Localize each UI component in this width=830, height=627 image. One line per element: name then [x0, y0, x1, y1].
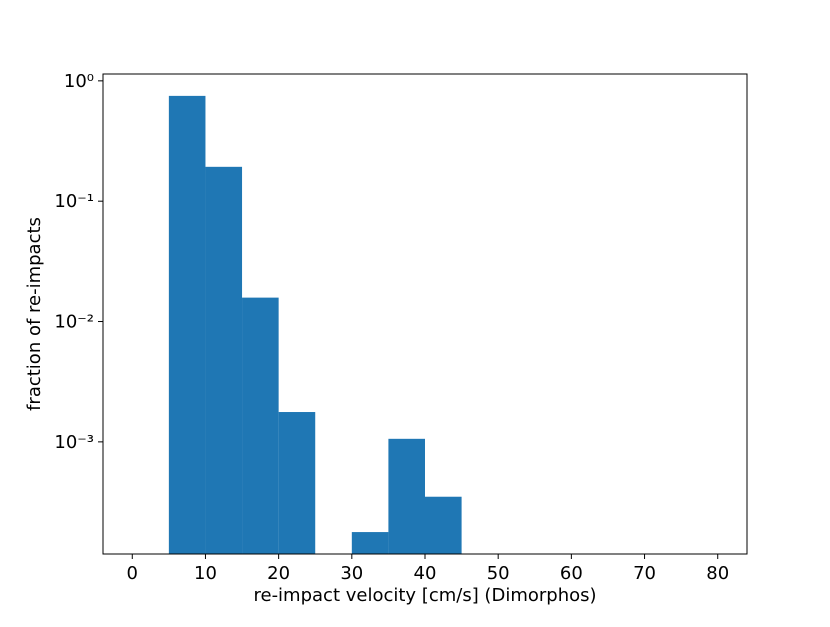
- bar: [205, 166, 243, 554]
- y-tick-label: 10⁰: [64, 71, 94, 92]
- x-tick-label: 60: [560, 563, 583, 584]
- x-tick-label: 40: [414, 563, 437, 584]
- bar: [278, 412, 316, 554]
- y-tick-label: 10⁻³: [54, 432, 94, 453]
- bar: [425, 496, 462, 554]
- y-tick-label: 10⁻²: [54, 312, 94, 333]
- bar: [168, 95, 206, 555]
- x-tick-label: 10: [194, 563, 217, 584]
- bar: [242, 297, 279, 554]
- x-tick-label: 70: [633, 563, 656, 584]
- y-tick-label: 10⁻¹: [54, 191, 94, 212]
- bar: [388, 438, 425, 554]
- x-tick-label: 50: [487, 563, 510, 584]
- bar: [351, 532, 389, 554]
- x-tick-label: 20: [267, 563, 290, 584]
- y-axis-label: fraction of re-impacts: [24, 217, 45, 411]
- x-tick-label: 0: [127, 563, 138, 584]
- x-axis-label: re-impact velocity [cm/s] (Dimorphos): [253, 585, 596, 606]
- x-tick-label: 80: [706, 563, 729, 584]
- x-tick-label: 30: [340, 563, 363, 584]
